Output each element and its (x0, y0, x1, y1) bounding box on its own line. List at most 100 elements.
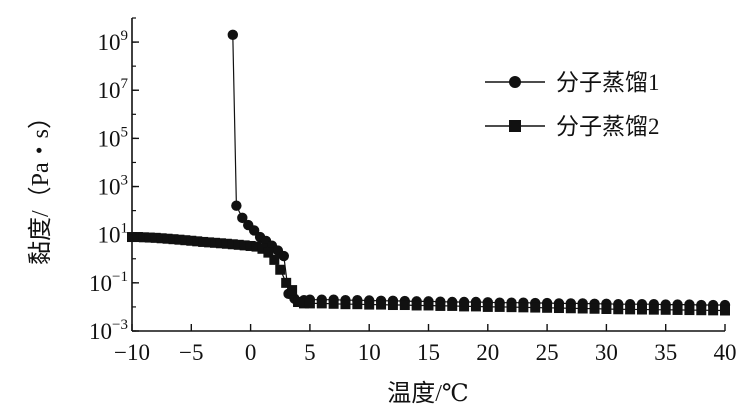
data-point (376, 299, 387, 310)
y-axis-title: 黏度/（Pa・s） (27, 105, 54, 265)
data-point (304, 298, 315, 309)
x-axis-title: 温度/℃ (387, 380, 469, 407)
data-point (660, 304, 671, 315)
data-point (316, 298, 327, 309)
data-point (204, 237, 215, 248)
data-point (278, 250, 290, 262)
y-tick-label: 105 (98, 124, 129, 151)
data-point (150, 232, 161, 243)
data-point (459, 301, 470, 312)
data-point (281, 277, 292, 288)
data-point (672, 304, 683, 315)
data-point (435, 300, 446, 311)
data-point (251, 241, 262, 252)
data-point (364, 299, 375, 310)
x-tick-label: 5 (304, 340, 316, 365)
axes: −10 −5 0 5 10 15 20 25 30 35 40 109 107 105 103 101 10−1… (89, 17, 737, 365)
x-tick-label: 40 (714, 340, 737, 365)
y-tick-label: 107 (98, 76, 129, 103)
data-point (144, 232, 155, 243)
x-tick-label: 25 (536, 340, 559, 365)
x-tick-label: 35 (654, 340, 677, 365)
data-point (482, 301, 493, 312)
x-tick-label: 10 (358, 340, 381, 365)
data-point (192, 236, 203, 247)
data-point (518, 302, 529, 313)
legend-entry-1: 分子蒸馏1 (485, 70, 660, 95)
y-tick-label: 103 (98, 173, 129, 200)
data-point (180, 235, 191, 246)
data-point (186, 235, 197, 246)
y-tick-label: 109 (98, 28, 129, 55)
data-point (127, 232, 137, 243)
data-point (399, 300, 410, 311)
data-point (553, 303, 564, 314)
data-point (636, 304, 647, 315)
data-point (542, 302, 553, 313)
data-point (298, 298, 309, 309)
data-point (447, 300, 458, 311)
x-tick-label: 20 (476, 340, 499, 365)
data-point (411, 300, 422, 311)
data-point (210, 237, 221, 248)
data-point (293, 297, 304, 308)
data-point (625, 304, 636, 315)
data-point (168, 234, 179, 245)
data-point (340, 299, 351, 310)
data-point (423, 300, 434, 311)
data-point (227, 239, 238, 250)
legend-label: 分子蒸馏1 (556, 70, 660, 95)
data-point (215, 238, 226, 249)
y-tick-label: 10−3 (89, 317, 128, 344)
x-tick-label: 0 (245, 340, 257, 365)
data-point (269, 254, 280, 265)
data-point (138, 232, 149, 243)
data-point (275, 264, 286, 275)
data-point (708, 305, 719, 316)
data-point (227, 29, 239, 41)
data-point (287, 285, 298, 296)
data-point (263, 247, 274, 258)
y-tick-label: 10−1 (89, 269, 128, 296)
data-point (233, 239, 244, 250)
data-point (237, 212, 248, 224)
data-point (239, 240, 250, 251)
y-tick-label: 101 (98, 221, 129, 248)
x-tick-label: −5 (179, 340, 203, 365)
series-layer (127, 29, 731, 316)
data-point (577, 303, 588, 314)
data-point (156, 233, 167, 244)
data-point (601, 303, 612, 314)
data-point (613, 304, 624, 315)
data-point (684, 305, 695, 316)
legend-marker (509, 76, 521, 88)
data-point (162, 233, 173, 244)
data-point (328, 298, 339, 309)
data-point (589, 303, 600, 314)
data-point (221, 238, 232, 249)
data-point (720, 305, 730, 316)
data-point (470, 301, 481, 312)
data-point (257, 243, 268, 254)
data-point (245, 240, 256, 251)
data-point (231, 200, 242, 211)
x-tick-label: 15 (417, 340, 440, 365)
legend-label: 分子蒸馏2 (556, 114, 660, 139)
series-2 (127, 232, 730, 316)
data-point (696, 305, 707, 316)
x-tick-label: −10 (114, 340, 150, 365)
legend: 分子蒸馏1 分子蒸馏2 (485, 70, 660, 139)
data-point (648, 304, 659, 315)
data-point (506, 302, 517, 313)
legend-entry-2: 分子蒸馏2 (485, 114, 660, 139)
data-point (387, 300, 398, 311)
data-point (530, 302, 541, 313)
data-point (352, 299, 363, 310)
data-point (198, 236, 209, 247)
data-point (494, 301, 505, 312)
x-tick-label: 30 (595, 340, 618, 365)
legend-marker (509, 120, 521, 132)
data-point (132, 232, 143, 243)
data-point (174, 234, 185, 245)
